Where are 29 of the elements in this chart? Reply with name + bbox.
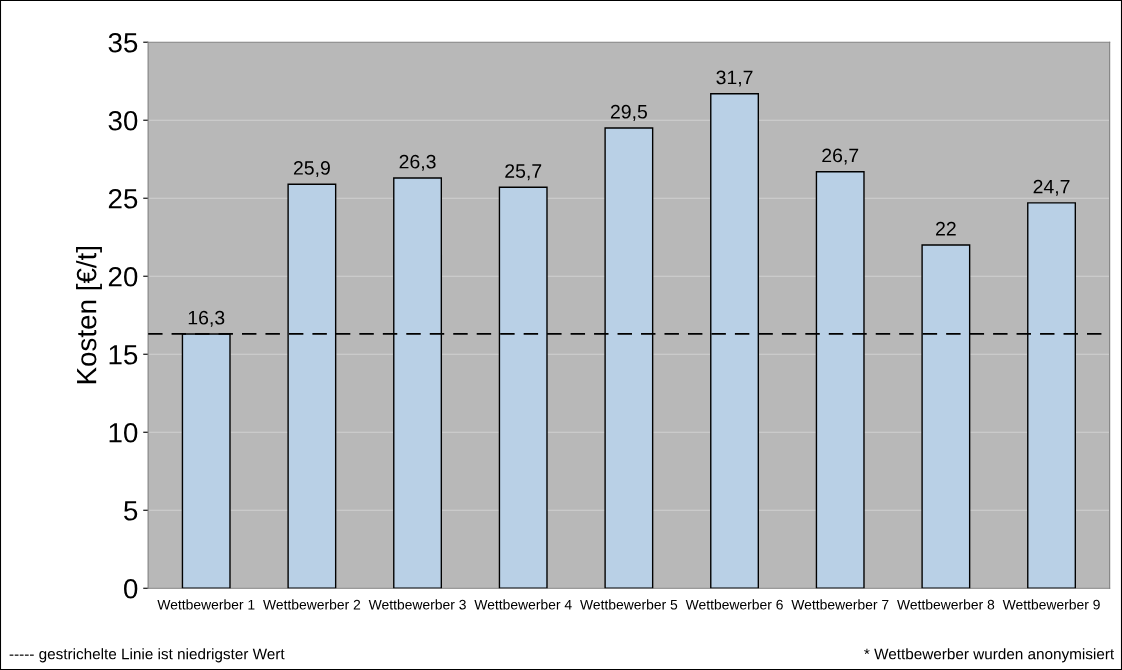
data-label: 16,3 [188, 310, 225, 327]
y-tick-label: 5 [124, 501, 138, 521]
data-label: 29,5 [610, 104, 647, 121]
x-tick-label: Wettbewerber 3 [368, 599, 466, 610]
y-tick-label: 20 [108, 266, 138, 287]
data-label: 25,9 [293, 161, 330, 178]
y-tick-label: 30 [108, 110, 138, 131]
text: ----- gestrichelte Linie ist niedrigster Wert [9, 648, 285, 663]
x-tick-label: Wettbewerber 7 [791, 599, 889, 610]
y-tick-label: 25 [108, 188, 138, 209]
data-label: 24,7 [1033, 179, 1070, 196]
y-tick-label: 10 [109, 422, 138, 443]
data-label: 26,7 [822, 148, 859, 165]
y-tick-label: 35 [108, 32, 138, 53]
x-tick-label: Wettbewerber 4 [474, 599, 572, 610]
x-tick-label: Wettbewerber 1 [157, 599, 255, 610]
x-tick-label: Wettbewerber 9 [1002, 599, 1100, 610]
x-tick-label: Wettbewerber 2 [263, 599, 361, 610]
x-tick-label: Wettbewerber 6 [685, 599, 783, 610]
x-tick-label: Wettbewerber 5 [580, 599, 678, 610]
y-axis-title: Kosten [€/t] [76, 246, 102, 384]
data-label: 25,7 [505, 164, 542, 181]
y-tick-label: 15 [109, 345, 138, 365]
data-label: 22 [936, 221, 956, 236]
text: * Wettbewerber wurden anonymisiert [864, 648, 1115, 663]
data-label: 26,3 [399, 154, 436, 171]
x-tick-label: Wettbewerber 8 [897, 599, 995, 610]
y-tick-label: 0 [124, 578, 138, 599]
data-label: 31,7 [716, 70, 753, 87]
